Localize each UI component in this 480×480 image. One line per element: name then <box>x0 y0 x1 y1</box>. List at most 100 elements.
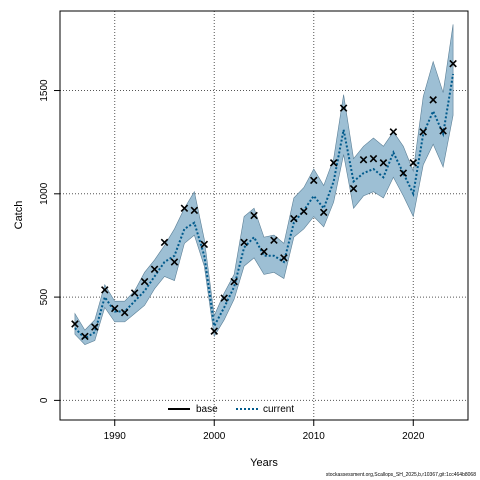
legend-label-base: base <box>196 404 218 415</box>
observation-stroke <box>230 277 238 286</box>
observation-point-2024 <box>449 59 457 68</box>
observation-stroke <box>409 159 418 167</box>
observation-point-2021 <box>419 128 427 136</box>
x-tick-label-1990: 1990 <box>104 431 127 442</box>
observation-point-2022 <box>429 96 437 104</box>
observation-point-2006 <box>270 236 278 245</box>
y-tick-label-1000: 1000 <box>39 182 50 205</box>
observation-stroke <box>449 59 457 68</box>
observation-point-2012 <box>329 159 338 167</box>
observation-point-1999 <box>200 240 209 249</box>
observation-stroke <box>300 207 308 216</box>
observation-stroke <box>439 127 447 135</box>
observation-point-2005 <box>260 247 268 256</box>
observation-stroke <box>419 128 427 136</box>
y-axis-title: Catch <box>13 201 25 230</box>
observation-stroke <box>429 96 437 104</box>
observation-stroke <box>81 332 89 341</box>
observation-stroke <box>150 265 159 273</box>
observation-stroke <box>240 238 248 247</box>
observation-stroke <box>379 159 388 167</box>
observation-point-2019 <box>399 169 408 177</box>
observation-point-2023 <box>439 127 447 135</box>
observation-stroke <box>130 289 139 297</box>
observation-point-1987 <box>81 332 89 341</box>
observation-stroke <box>250 211 258 220</box>
observation-point-2015 <box>359 155 368 164</box>
plot-frame <box>59 10 469 421</box>
observation-point-1989 <box>101 286 109 294</box>
observation-point-1991 <box>120 308 129 317</box>
observation-stroke <box>329 159 338 167</box>
x-tick-label-2000: 2000 <box>203 431 226 442</box>
y-tick-label-0: 0 <box>39 397 50 403</box>
observation-point-2010 <box>309 176 318 185</box>
observation-stroke <box>170 258 179 266</box>
observation-point-2020 <box>409 159 418 167</box>
observation-point-2017 <box>379 159 388 167</box>
observation-stroke <box>399 169 408 177</box>
observation-point-2007 <box>280 254 288 262</box>
observation-point-1994 <box>150 265 159 273</box>
confidence-band-current <box>74 24 454 345</box>
observation-stroke <box>280 254 288 262</box>
observation-stroke <box>180 204 189 213</box>
observation-stroke <box>190 206 199 215</box>
observation-stroke <box>369 154 378 163</box>
observation-stroke <box>260 247 268 256</box>
observation-point-2013 <box>339 104 348 112</box>
observation-point-2018 <box>389 128 398 136</box>
observation-point-1990 <box>110 304 119 313</box>
observation-point-2011 <box>319 208 328 217</box>
legend-label-current: current <box>263 404 294 415</box>
observation-stroke <box>101 286 109 294</box>
observation-point-1986 <box>71 320 79 328</box>
observation-stroke <box>110 304 119 313</box>
observation-stroke <box>319 208 328 217</box>
observation-point-2002 <box>230 277 238 286</box>
observation-points <box>71 59 457 341</box>
observation-stroke <box>290 214 298 223</box>
observation-point-2016 <box>369 154 378 163</box>
observation-stroke <box>349 184 358 193</box>
observation-point-1992 <box>130 289 139 297</box>
observation-stroke <box>120 308 129 317</box>
series-lines <box>74 73 455 340</box>
legend: base current <box>168 404 294 415</box>
observation-point-1996 <box>170 258 179 266</box>
x-axis-title: Years <box>250 457 278 469</box>
confidence-band <box>74 24 454 345</box>
observation-stroke <box>339 104 348 112</box>
observation-point-1993 <box>140 277 149 286</box>
observation-point-2003 <box>240 238 248 247</box>
observation-point-2000 <box>210 327 219 335</box>
observation-point-1998 <box>190 206 199 215</box>
observation-point-2001 <box>220 294 228 302</box>
x-tick-label-2010: 2010 <box>303 431 326 442</box>
y-tick-label-1500: 1500 <box>39 79 50 102</box>
footer-note: stockassessment.org,Scallops_SH_2025,b,r… <box>326 472 476 478</box>
observation-stroke <box>309 176 318 185</box>
observation-stroke <box>389 128 398 136</box>
observation-point-1988 <box>91 323 99 331</box>
observation-stroke <box>160 238 169 247</box>
observation-point-2014 <box>349 184 358 193</box>
observation-point-2004 <box>250 211 258 220</box>
observation-stroke <box>359 155 368 164</box>
observation-point-2009 <box>300 207 308 216</box>
observation-stroke <box>91 323 99 331</box>
observation-stroke <box>220 294 228 302</box>
observation-point-2008 <box>290 214 298 223</box>
observation-stroke <box>270 236 278 245</box>
axes: 1990 2000 2010 2020 0 500 1000 1500 <box>39 79 425 442</box>
observation-stroke <box>210 327 219 335</box>
observation-stroke <box>140 277 149 286</box>
observation-stroke <box>71 320 79 328</box>
series-line-current <box>74 73 455 340</box>
y-tick-label-500: 500 <box>39 288 50 305</box>
observation-point-1997 <box>180 204 189 213</box>
observation-stroke <box>200 240 209 249</box>
x-tick-label-2020: 2020 <box>402 431 425 442</box>
observation-point-1995 <box>160 238 169 247</box>
